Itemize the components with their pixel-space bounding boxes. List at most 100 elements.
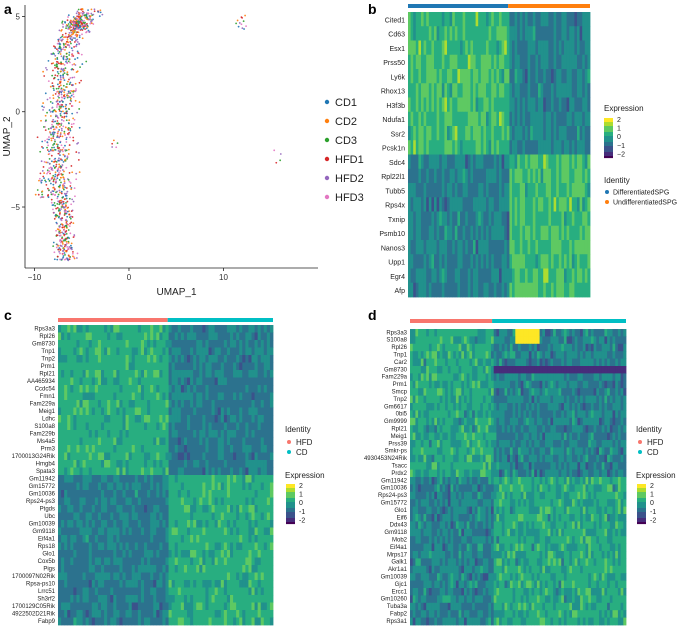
heatmap-cell — [230, 557, 234, 566]
heatmap-cell — [260, 347, 265, 356]
heatmap-cell — [488, 225, 492, 241]
heatmap-cell — [226, 392, 231, 401]
heatmap-cell — [587, 183, 591, 198]
heatmap-cell — [113, 325, 117, 333]
heatmap-cell — [486, 225, 489, 241]
heatmap-cell — [156, 445, 160, 453]
heatmap-cell — [233, 452, 237, 461]
heatmap-cell — [517, 240, 521, 255]
heatmap-cell — [159, 550, 163, 558]
umap-point — [77, 8, 80, 11]
heatmap-cell — [512, 197, 515, 212]
heatmap-cell — [211, 392, 216, 401]
heatmap-cell — [444, 154, 448, 170]
umap-point — [112, 139, 115, 142]
heatmap-cell — [242, 415, 246, 423]
umap-point — [69, 35, 72, 37]
heatmap-cell — [449, 140, 453, 155]
heatmap-cell — [177, 355, 182, 363]
heatmap-cell — [449, 26, 453, 41]
heatmap-cell — [104, 377, 108, 386]
heatmap-cell — [514, 254, 518, 269]
heatmap-cell — [174, 512, 179, 521]
heatmap-cell — [134, 377, 139, 386]
heatmap-cell — [538, 268, 541, 284]
heatmap-cell — [73, 482, 77, 491]
heatmap-cell — [223, 332, 228, 341]
heatmap-cell — [566, 197, 570, 212]
heatmap-cell — [551, 111, 554, 127]
heatmap-cell — [220, 362, 225, 371]
heatmap-cell — [457, 40, 461, 56]
heatmap-cell — [527, 26, 531, 41]
heatmap-cell — [236, 445, 240, 453]
heatmap-cell — [558, 111, 562, 127]
heatmap-cell — [171, 475, 176, 483]
heatmap-cell — [82, 482, 87, 491]
heatmap-cell — [58, 460, 62, 468]
heatmap-cell — [70, 400, 74, 408]
heatmap-cell — [140, 467, 145, 476]
heatmap-cell — [467, 168, 471, 184]
umap-point — [58, 129, 61, 131]
umap-point — [279, 153, 282, 155]
heatmap-cell — [97, 370, 102, 378]
heatmap-cell — [501, 168, 505, 184]
umap-point — [65, 211, 67, 214]
heatmap-cell — [447, 140, 450, 155]
heatmap-cell — [144, 445, 148, 453]
umap-point — [59, 112, 62, 115]
heatmap-cell — [587, 154, 591, 170]
heatmap-cell — [535, 240, 539, 255]
heatmap-cell — [211, 550, 216, 558]
umap-point — [47, 171, 49, 174]
heatmap-cell — [171, 340, 176, 348]
heatmap-cell — [242, 400, 246, 408]
heatmap-cell — [577, 240, 580, 255]
identity-legend-title-b: Identity — [604, 176, 630, 185]
heatmap-cell — [79, 362, 83, 371]
heatmap-cell — [171, 332, 176, 341]
heatmap-cell — [107, 400, 111, 408]
heatmap-cell — [171, 505, 176, 513]
heatmap-cell — [269, 460, 274, 468]
heatmap-cell — [183, 355, 188, 363]
heatmap-cell — [134, 497, 139, 506]
heatmap-cell — [454, 183, 458, 198]
heatmap-cell — [408, 268, 411, 284]
umap-point — [75, 22, 78, 25]
heatmap-cell — [183, 400, 188, 408]
heatmap-cell — [470, 282, 474, 298]
heatmap-cell — [486, 168, 489, 184]
umap-point — [61, 243, 64, 245]
heatmap-cell — [226, 512, 231, 521]
heatmap-cell — [119, 325, 123, 333]
heatmap-cell — [193, 527, 197, 536]
heatmap-cell — [159, 557, 163, 566]
heatmap-cell — [199, 482, 203, 491]
heatmap-cell — [187, 430, 191, 438]
heatmap-cell — [491, 282, 495, 298]
heatmap-cell — [171, 355, 176, 363]
heatmap-cell — [545, 282, 549, 298]
heatmap-cell — [462, 40, 466, 56]
heatmap-cell — [168, 362, 173, 371]
umap-point — [50, 62, 53, 65]
umap-point — [70, 246, 73, 249]
heatmap-cell — [413, 83, 417, 98]
heatmap-cell — [465, 268, 469, 284]
heatmap-cell — [101, 437, 105, 446]
umap-point — [50, 168, 53, 171]
umap-point — [62, 26, 64, 28]
heatmap-cell — [457, 254, 461, 269]
heatmap-cell — [153, 475, 157, 483]
heatmap-cell — [162, 550, 166, 558]
heatmap-cell — [473, 54, 476, 70]
heatmap-cell — [460, 26, 463, 41]
heatmap-cell — [245, 377, 249, 386]
umap-point — [59, 135, 62, 138]
heatmap-cell — [488, 126, 492, 141]
heatmap-cell — [76, 332, 80, 341]
heatmap-cell — [245, 467, 249, 476]
heatmap-cell — [168, 550, 173, 558]
